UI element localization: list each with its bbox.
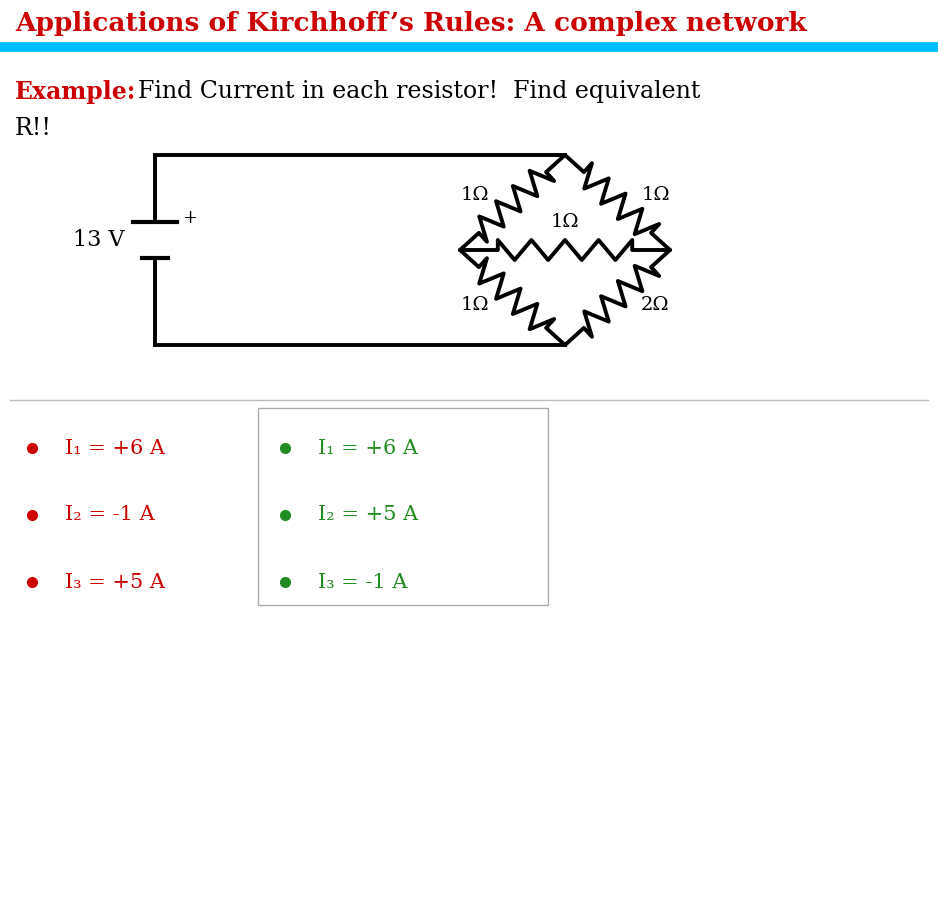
- Text: I₃ = +5 A: I₃ = +5 A: [65, 572, 165, 591]
- Text: 1Ω: 1Ω: [642, 185, 670, 203]
- Text: 1Ω: 1Ω: [551, 213, 580, 231]
- Text: R!!: R!!: [15, 117, 52, 140]
- Text: 2Ω: 2Ω: [642, 296, 670, 314]
- Text: I₁ = +6 A: I₁ = +6 A: [65, 438, 165, 457]
- Bar: [258, 408, 548, 605]
- Text: I₂ = +5 A: I₂ = +5 A: [318, 506, 418, 525]
- Text: Find Current in each resistor!  Find equivalent: Find Current in each resistor! Find equi…: [138, 80, 701, 103]
- Text: 1Ω: 1Ω: [461, 296, 489, 314]
- Text: Applications of Kirchhoff’s Rules: A complex network: Applications of Kirchhoff’s Rules: A com…: [15, 11, 807, 35]
- Text: I₁ = +6 A: I₁ = +6 A: [318, 438, 418, 457]
- Text: +: +: [182, 209, 197, 227]
- Text: I₂ = -1 A: I₂ = -1 A: [65, 506, 155, 525]
- Text: 1Ω: 1Ω: [461, 185, 489, 203]
- Text: Example:: Example:: [15, 80, 136, 104]
- Bar: [0, 0, 938, 45]
- Text: I₃ = -1 A: I₃ = -1 A: [318, 572, 407, 591]
- Text: 13 V: 13 V: [73, 229, 125, 251]
